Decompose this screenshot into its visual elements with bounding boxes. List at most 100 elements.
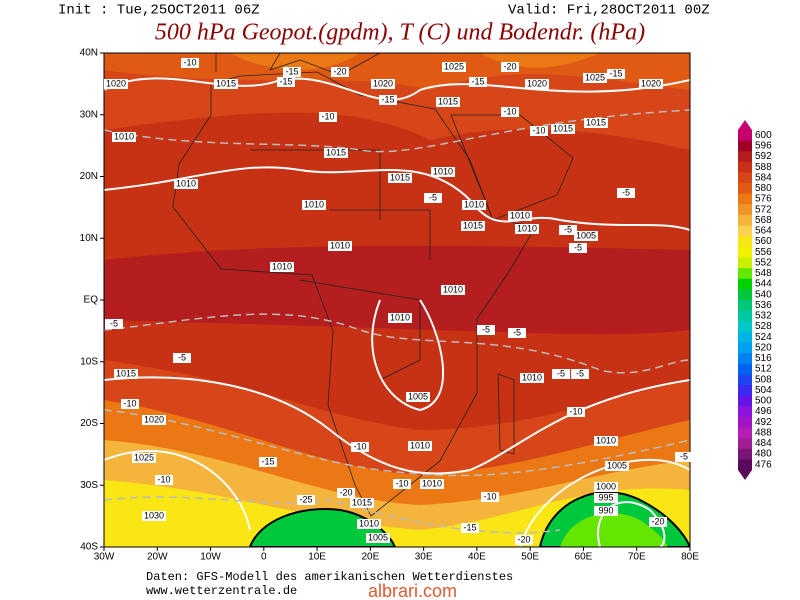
contour-label-bg — [142, 511, 166, 521]
isobar — [371, 299, 444, 412]
contour-label-bg — [408, 441, 432, 451]
contour-label-bg — [442, 62, 466, 72]
lon-label: 60E — [575, 552, 593, 563]
isobar-label: 1020 — [144, 414, 164, 424]
contour-label-bg — [366, 533, 390, 543]
contour-label-bg — [214, 79, 238, 89]
isobar — [597, 501, 666, 547]
temp-label-bg — [155, 475, 173, 485]
isotherm-label: -15 — [285, 66, 298, 76]
isotherm-label: -10 — [532, 125, 545, 135]
contour-label-bg — [584, 118, 608, 128]
isotherm — [104, 313, 690, 374]
colorbar-cap — [738, 470, 752, 480]
contour-label-bg — [406, 392, 430, 402]
data-source: Daten: GFS-Modell des amerikanischen Wet… — [146, 570, 513, 584]
lat-label: 20N — [80, 171, 98, 182]
contour-label-bg — [551, 124, 575, 134]
isobar-label: 1015 — [586, 117, 606, 127]
isotherm-label: -10 — [503, 106, 516, 116]
temp-label-bg — [559, 225, 577, 235]
isobar-label: 1005 — [368, 532, 388, 542]
isobar-label: 1010 — [433, 166, 453, 176]
isotherm-label: -10 — [483, 491, 496, 501]
isobar-label: 1005 — [607, 460, 627, 470]
isobar-label: 1015 — [116, 368, 136, 378]
colorbar-label: 552 — [755, 257, 772, 268]
website: www.wetterzentrale.de — [146, 584, 297, 598]
isotherm-label: -25 — [299, 494, 312, 504]
isotherm-label: -5 — [576, 368, 584, 378]
colorbar-label: 596 — [755, 141, 772, 152]
isotherm-label: -15 — [609, 68, 622, 78]
colorbar-swatch — [738, 183, 752, 195]
field-band — [104, 480, 690, 547]
isotherm — [104, 496, 561, 534]
isobar-label: 1025 — [444, 61, 464, 71]
colorbar-swatch — [738, 416, 752, 428]
contour-label-bg — [583, 73, 607, 83]
isotherm-label: -15 — [463, 522, 476, 532]
isobar-label: 1010 — [272, 261, 292, 271]
isotherm-label: -5 — [513, 327, 521, 337]
colorbar-label: 564 — [755, 226, 772, 237]
isotherm-label: -5 — [178, 352, 186, 362]
isobar-label: 1000 — [596, 481, 616, 491]
isobar-label: 1020 — [106, 78, 126, 88]
colorbar-label: 524 — [755, 332, 772, 343]
lon-label: 70E — [628, 552, 646, 563]
colorbar-swatch — [738, 342, 752, 354]
colorbar-label: 480 — [755, 449, 772, 460]
temp-label-bg — [424, 193, 442, 203]
colorbar-swatch — [738, 204, 752, 216]
contour-label-bg — [508, 211, 532, 221]
map-title: 500 hPa Geopot.(gpdm), T (C) und Bodendr… — [155, 20, 645, 46]
lat-label: 20S — [80, 418, 98, 429]
isobar-label: 995 — [598, 492, 613, 502]
contour-label-bg — [104, 79, 128, 89]
map-field — [104, 53, 690, 547]
europe-coast — [215, 53, 381, 76]
contour-label-bg — [174, 179, 198, 189]
colorbar-swatch — [738, 321, 752, 333]
lat-label: 10N — [80, 233, 98, 244]
temp-label-bg — [351, 442, 369, 452]
isotherm-label: -5 — [622, 187, 630, 197]
temp-label-bg — [319, 112, 337, 122]
isotherm-label: -20 — [517, 534, 530, 544]
temp-label-bg — [181, 58, 199, 68]
temp-label-bg — [552, 369, 570, 379]
colorbar-label: 576 — [755, 194, 772, 205]
lon-label: 20E — [361, 552, 379, 563]
isotherm-label: -15 — [279, 76, 292, 86]
field-band — [230, 53, 600, 70]
low-height-area — [560, 513, 668, 547]
lon-label: 20W — [147, 552, 168, 563]
colorbar-swatch — [738, 459, 752, 471]
lat-label: 30S — [80, 480, 98, 491]
isotherm-label: -20 — [333, 66, 346, 76]
colorbar-label: 532 — [755, 311, 772, 322]
africa-coast — [172, 71, 537, 517]
colorbar-cap — [738, 120, 752, 130]
contour-label-bg — [357, 519, 381, 529]
lon-label: 10W — [200, 552, 221, 563]
contour-label-bg — [420, 479, 444, 489]
colorbar-label: 572 — [755, 204, 772, 215]
contour-label-bg — [520, 373, 544, 383]
colorbar-label: 592 — [755, 151, 772, 162]
contour-label-bg — [461, 221, 485, 231]
colorbar-label: 484 — [755, 438, 772, 449]
temp-label-bg — [481, 492, 499, 502]
contour-label-bg — [525, 79, 549, 89]
isotherm-label: -20 — [503, 61, 516, 71]
isobar-label: 1010 — [176, 178, 196, 188]
colorbar-swatch — [738, 225, 752, 237]
contour-label-bg — [302, 200, 326, 210]
colorbar-label: 536 — [755, 300, 772, 311]
temp-label-bg — [530, 126, 548, 136]
colorbar-swatch — [738, 427, 752, 439]
temp-label-bg — [283, 67, 301, 77]
contour-label-bg — [462, 200, 486, 210]
